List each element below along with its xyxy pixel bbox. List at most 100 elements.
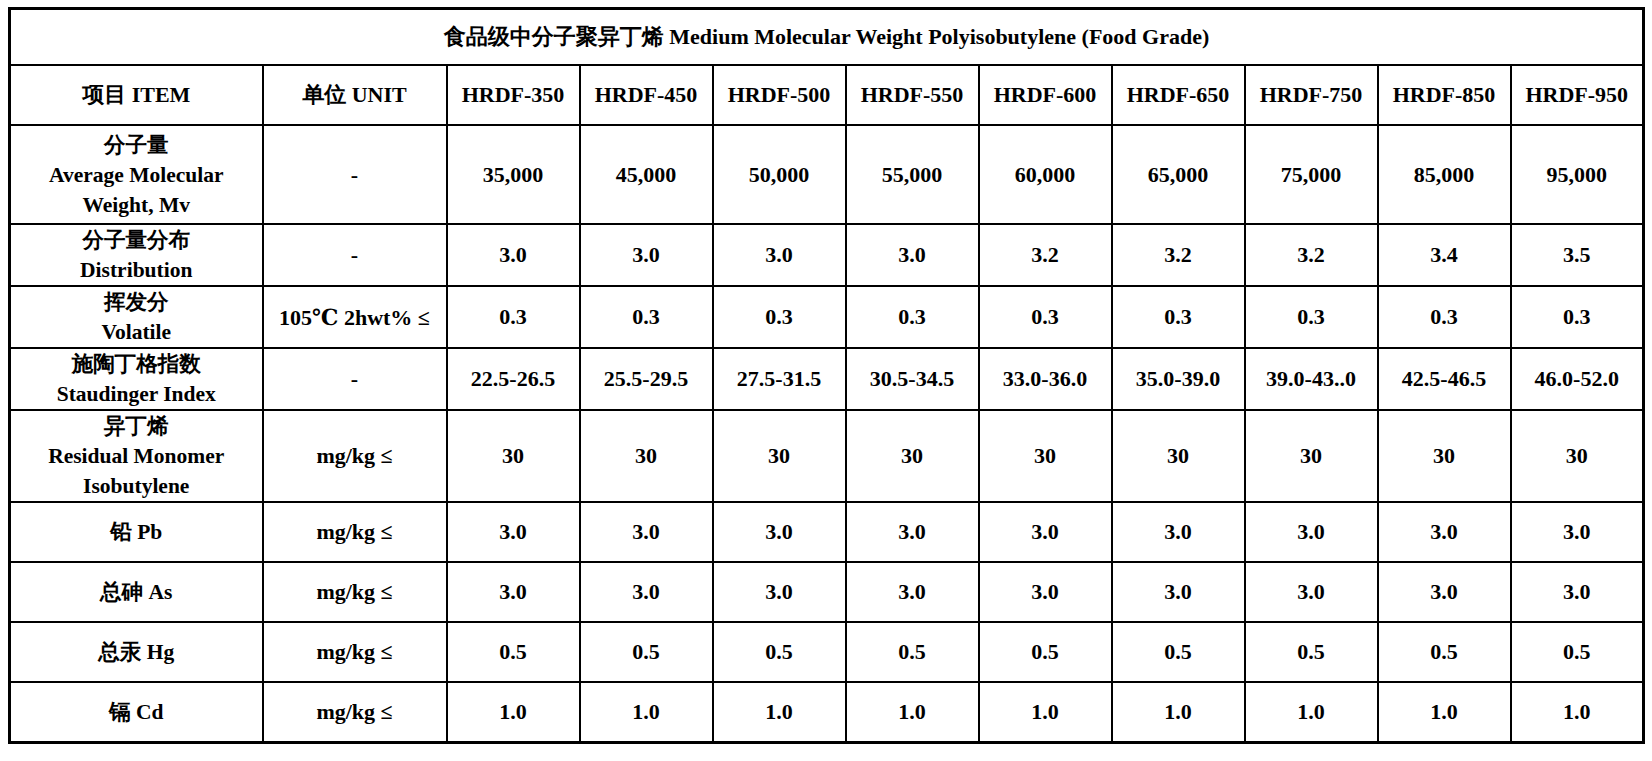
value-cell: 0.5 bbox=[713, 622, 846, 682]
value-cell: 35.0-39.0 bbox=[1112, 348, 1245, 410]
value-cell: 25.5-29.5 bbox=[580, 348, 713, 410]
value-cell: 3.0 bbox=[580, 502, 713, 562]
value-cell: 0.3 bbox=[1245, 286, 1378, 348]
value-cell: 3.0 bbox=[447, 224, 580, 286]
value-cell: 3.0 bbox=[447, 562, 580, 622]
value-cell: 3.0 bbox=[580, 224, 713, 286]
value-cell: 35,000 bbox=[447, 125, 580, 224]
value-cell: 3.0 bbox=[1112, 562, 1245, 622]
column-header-item: 项目 ITEM bbox=[10, 65, 263, 125]
value-cell: 0.5 bbox=[1245, 622, 1378, 682]
value-cell: 0.5 bbox=[1511, 622, 1644, 682]
item-cell: 镉 Cd bbox=[10, 682, 263, 743]
item-line: 分子量分布 bbox=[11, 225, 262, 255]
column-header-grade: HRDF-450 bbox=[580, 65, 713, 125]
column-header-grade: HRDF-600 bbox=[979, 65, 1112, 125]
value-cell: 0.5 bbox=[447, 622, 580, 682]
unit-cell: mg/kg ≤ bbox=[263, 410, 447, 502]
item-line: 镉 Cd bbox=[11, 697, 262, 727]
column-header-grade: HRDF-850 bbox=[1378, 65, 1511, 125]
value-cell: 95,000 bbox=[1511, 125, 1644, 224]
column-header-grade: HRDF-350 bbox=[447, 65, 580, 125]
column-header-grade: HRDF-750 bbox=[1245, 65, 1378, 125]
unit-cell: mg/kg ≤ bbox=[263, 622, 447, 682]
spec-table: 食品级中分子聚异丁烯 Medium Molecular Weight Polyi… bbox=[8, 7, 1645, 744]
unit-cell: mg/kg ≤ bbox=[263, 682, 447, 743]
table-row: 施陶丁格指数Staudinger Index-22.5-26.525.5-29.… bbox=[10, 348, 1644, 410]
value-cell: 30 bbox=[713, 410, 846, 502]
item-cell: 铅 Pb bbox=[10, 502, 263, 562]
item-line: Isobutylene bbox=[11, 471, 262, 501]
value-cell: 0.5 bbox=[1112, 622, 1245, 682]
value-cell: 1.0 bbox=[1112, 682, 1245, 743]
value-cell: 30 bbox=[580, 410, 713, 502]
value-cell: 0.3 bbox=[580, 286, 713, 348]
item-cell: 异丁烯Residual MonomerIsobutylene bbox=[10, 410, 263, 502]
value-cell: 3.2 bbox=[1245, 224, 1378, 286]
value-cell: 45,000 bbox=[580, 125, 713, 224]
value-cell: 0.3 bbox=[447, 286, 580, 348]
value-cell: 3.0 bbox=[1245, 502, 1378, 562]
table-row: 挥发分Volatile105℃ 2hwt% ≤0.30.30.30.30.30.… bbox=[10, 286, 1644, 348]
value-cell: 27.5-31.5 bbox=[713, 348, 846, 410]
value-cell: 3.2 bbox=[979, 224, 1112, 286]
value-cell: 3.0 bbox=[1511, 562, 1644, 622]
value-cell: 0.3 bbox=[713, 286, 846, 348]
value-cell: 3.0 bbox=[846, 502, 979, 562]
unit-cell: - bbox=[263, 348, 447, 410]
value-cell: 30 bbox=[1378, 410, 1511, 502]
value-cell: 0.5 bbox=[846, 622, 979, 682]
table-row: 总汞 Hgmg/kg ≤0.50.50.50.50.50.50.50.50.5 bbox=[10, 622, 1644, 682]
column-header-grade: HRDF-500 bbox=[713, 65, 846, 125]
item-line: 施陶丁格指数 bbox=[11, 349, 262, 379]
item-line: 异丁烯 bbox=[11, 411, 262, 441]
table-row: 分子量Average MolecularWeight, Mv-35,00045,… bbox=[10, 125, 1644, 224]
unit-cell: - bbox=[263, 125, 447, 224]
table-row: 总砷 Asmg/kg ≤3.03.03.03.03.03.03.03.03.0 bbox=[10, 562, 1644, 622]
document-page: 食品级中分子聚异丁烯 Medium Molecular Weight Polyi… bbox=[0, 0, 1652, 751]
item-line: Distribution bbox=[11, 255, 262, 285]
column-header-grade: HRDF-550 bbox=[846, 65, 979, 125]
table-row: 分子量分布Distribution-3.03.03.03.03.23.23.23… bbox=[10, 224, 1644, 286]
table-title-row: 食品级中分子聚异丁烯 Medium Molecular Weight Polyi… bbox=[10, 9, 1644, 66]
value-cell: 39.0-43..0 bbox=[1245, 348, 1378, 410]
column-header-unit: 单位 UNIT bbox=[263, 65, 447, 125]
item-line: Volatile bbox=[11, 317, 262, 347]
item-cell: 总砷 As bbox=[10, 562, 263, 622]
value-cell: 46.0-52.0 bbox=[1511, 348, 1644, 410]
value-cell: 1.0 bbox=[1378, 682, 1511, 743]
value-cell: 3.0 bbox=[1511, 502, 1644, 562]
item-line: Staudinger Index bbox=[11, 379, 262, 409]
value-cell: 3.0 bbox=[447, 502, 580, 562]
value-cell: 3.0 bbox=[846, 224, 979, 286]
value-cell: 1.0 bbox=[1511, 682, 1644, 743]
column-header-grade: HRDF-950 bbox=[1511, 65, 1644, 125]
item-line: 铅 Pb bbox=[11, 517, 262, 547]
column-header-grade: HRDF-650 bbox=[1112, 65, 1245, 125]
table-title: 食品级中分子聚异丁烯 Medium Molecular Weight Polyi… bbox=[10, 9, 1644, 66]
value-cell: 30 bbox=[979, 410, 1112, 502]
value-cell: 3.0 bbox=[1378, 562, 1511, 622]
value-cell: 3.0 bbox=[846, 562, 979, 622]
table-row: 镉 Cdmg/kg ≤1.01.01.01.01.01.01.01.01.0 bbox=[10, 682, 1644, 743]
value-cell: 3.0 bbox=[979, 562, 1112, 622]
value-cell: 0.5 bbox=[580, 622, 713, 682]
item-cell: 总汞 Hg bbox=[10, 622, 263, 682]
value-cell: 3.0 bbox=[713, 502, 846, 562]
item-line: Weight, Mv bbox=[11, 190, 262, 220]
value-cell: 1.0 bbox=[580, 682, 713, 743]
unit-cell: - bbox=[263, 224, 447, 286]
value-cell: 30.5-34.5 bbox=[846, 348, 979, 410]
item-line: 总汞 Hg bbox=[11, 637, 262, 667]
value-cell: 30 bbox=[447, 410, 580, 502]
item-cell: 挥发分Volatile bbox=[10, 286, 263, 348]
value-cell: 3.4 bbox=[1378, 224, 1511, 286]
table-header-row: 项目 ITEM 单位 UNIT HRDF-350HRDF-450HRDF-500… bbox=[10, 65, 1644, 125]
item-line: 分子量 bbox=[11, 130, 262, 160]
table-row: 铅 Pbmg/kg ≤3.03.03.03.03.03.03.03.03.0 bbox=[10, 502, 1644, 562]
value-cell: 1.0 bbox=[979, 682, 1112, 743]
unit-cell: 105℃ 2hwt% ≤ bbox=[263, 286, 447, 348]
value-cell: 0.3 bbox=[979, 286, 1112, 348]
value-cell: 1.0 bbox=[713, 682, 846, 743]
value-cell: 22.5-26.5 bbox=[447, 348, 580, 410]
